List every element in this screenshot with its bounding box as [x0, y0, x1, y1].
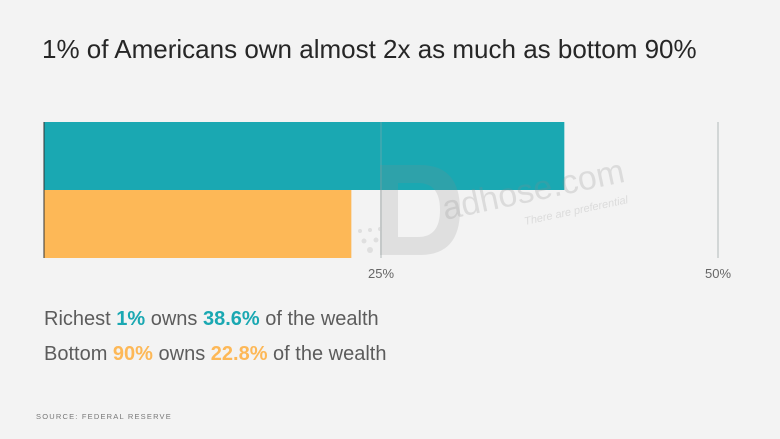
- summary-richest-value: 38.6%: [202, 308, 260, 330]
- summary-bottom-group: 90%: [112, 343, 153, 365]
- summary-bottom-suffix: of the wealth: [267, 343, 387, 365]
- summary-richest: Richest 1% owns 38.6% of the wealth: [44, 308, 379, 331]
- bar-chart: 25% 50%: [43, 122, 731, 281]
- x-tick-label-25: 25%: [368, 266, 394, 281]
- source-note: SOURCE: FEDERAL RESERVE: [36, 412, 172, 421]
- bar-richest-1-: [44, 122, 565, 190]
- bar-bottom-90-: [44, 190, 352, 258]
- summary-richest-prefix: Richest: [44, 308, 117, 330]
- chart-title: 1% of Americans own almost 2x as much as…: [42, 34, 697, 64]
- summary-richest-mid: owns: [145, 308, 203, 330]
- summary-bottom-prefix: Bottom: [44, 343, 113, 365]
- summary-bottom-value: 22.8%: [210, 343, 268, 365]
- summary-richest-group: 1%: [116, 308, 146, 330]
- summary-bottom-mid: owns: [152, 343, 211, 365]
- summary-richest-suffix: of the wealth: [259, 308, 379, 330]
- x-tick-label-50: 50%: [705, 266, 731, 281]
- summary-bottom: Bottom 90% owns 22.8% of the wealth: [44, 343, 386, 366]
